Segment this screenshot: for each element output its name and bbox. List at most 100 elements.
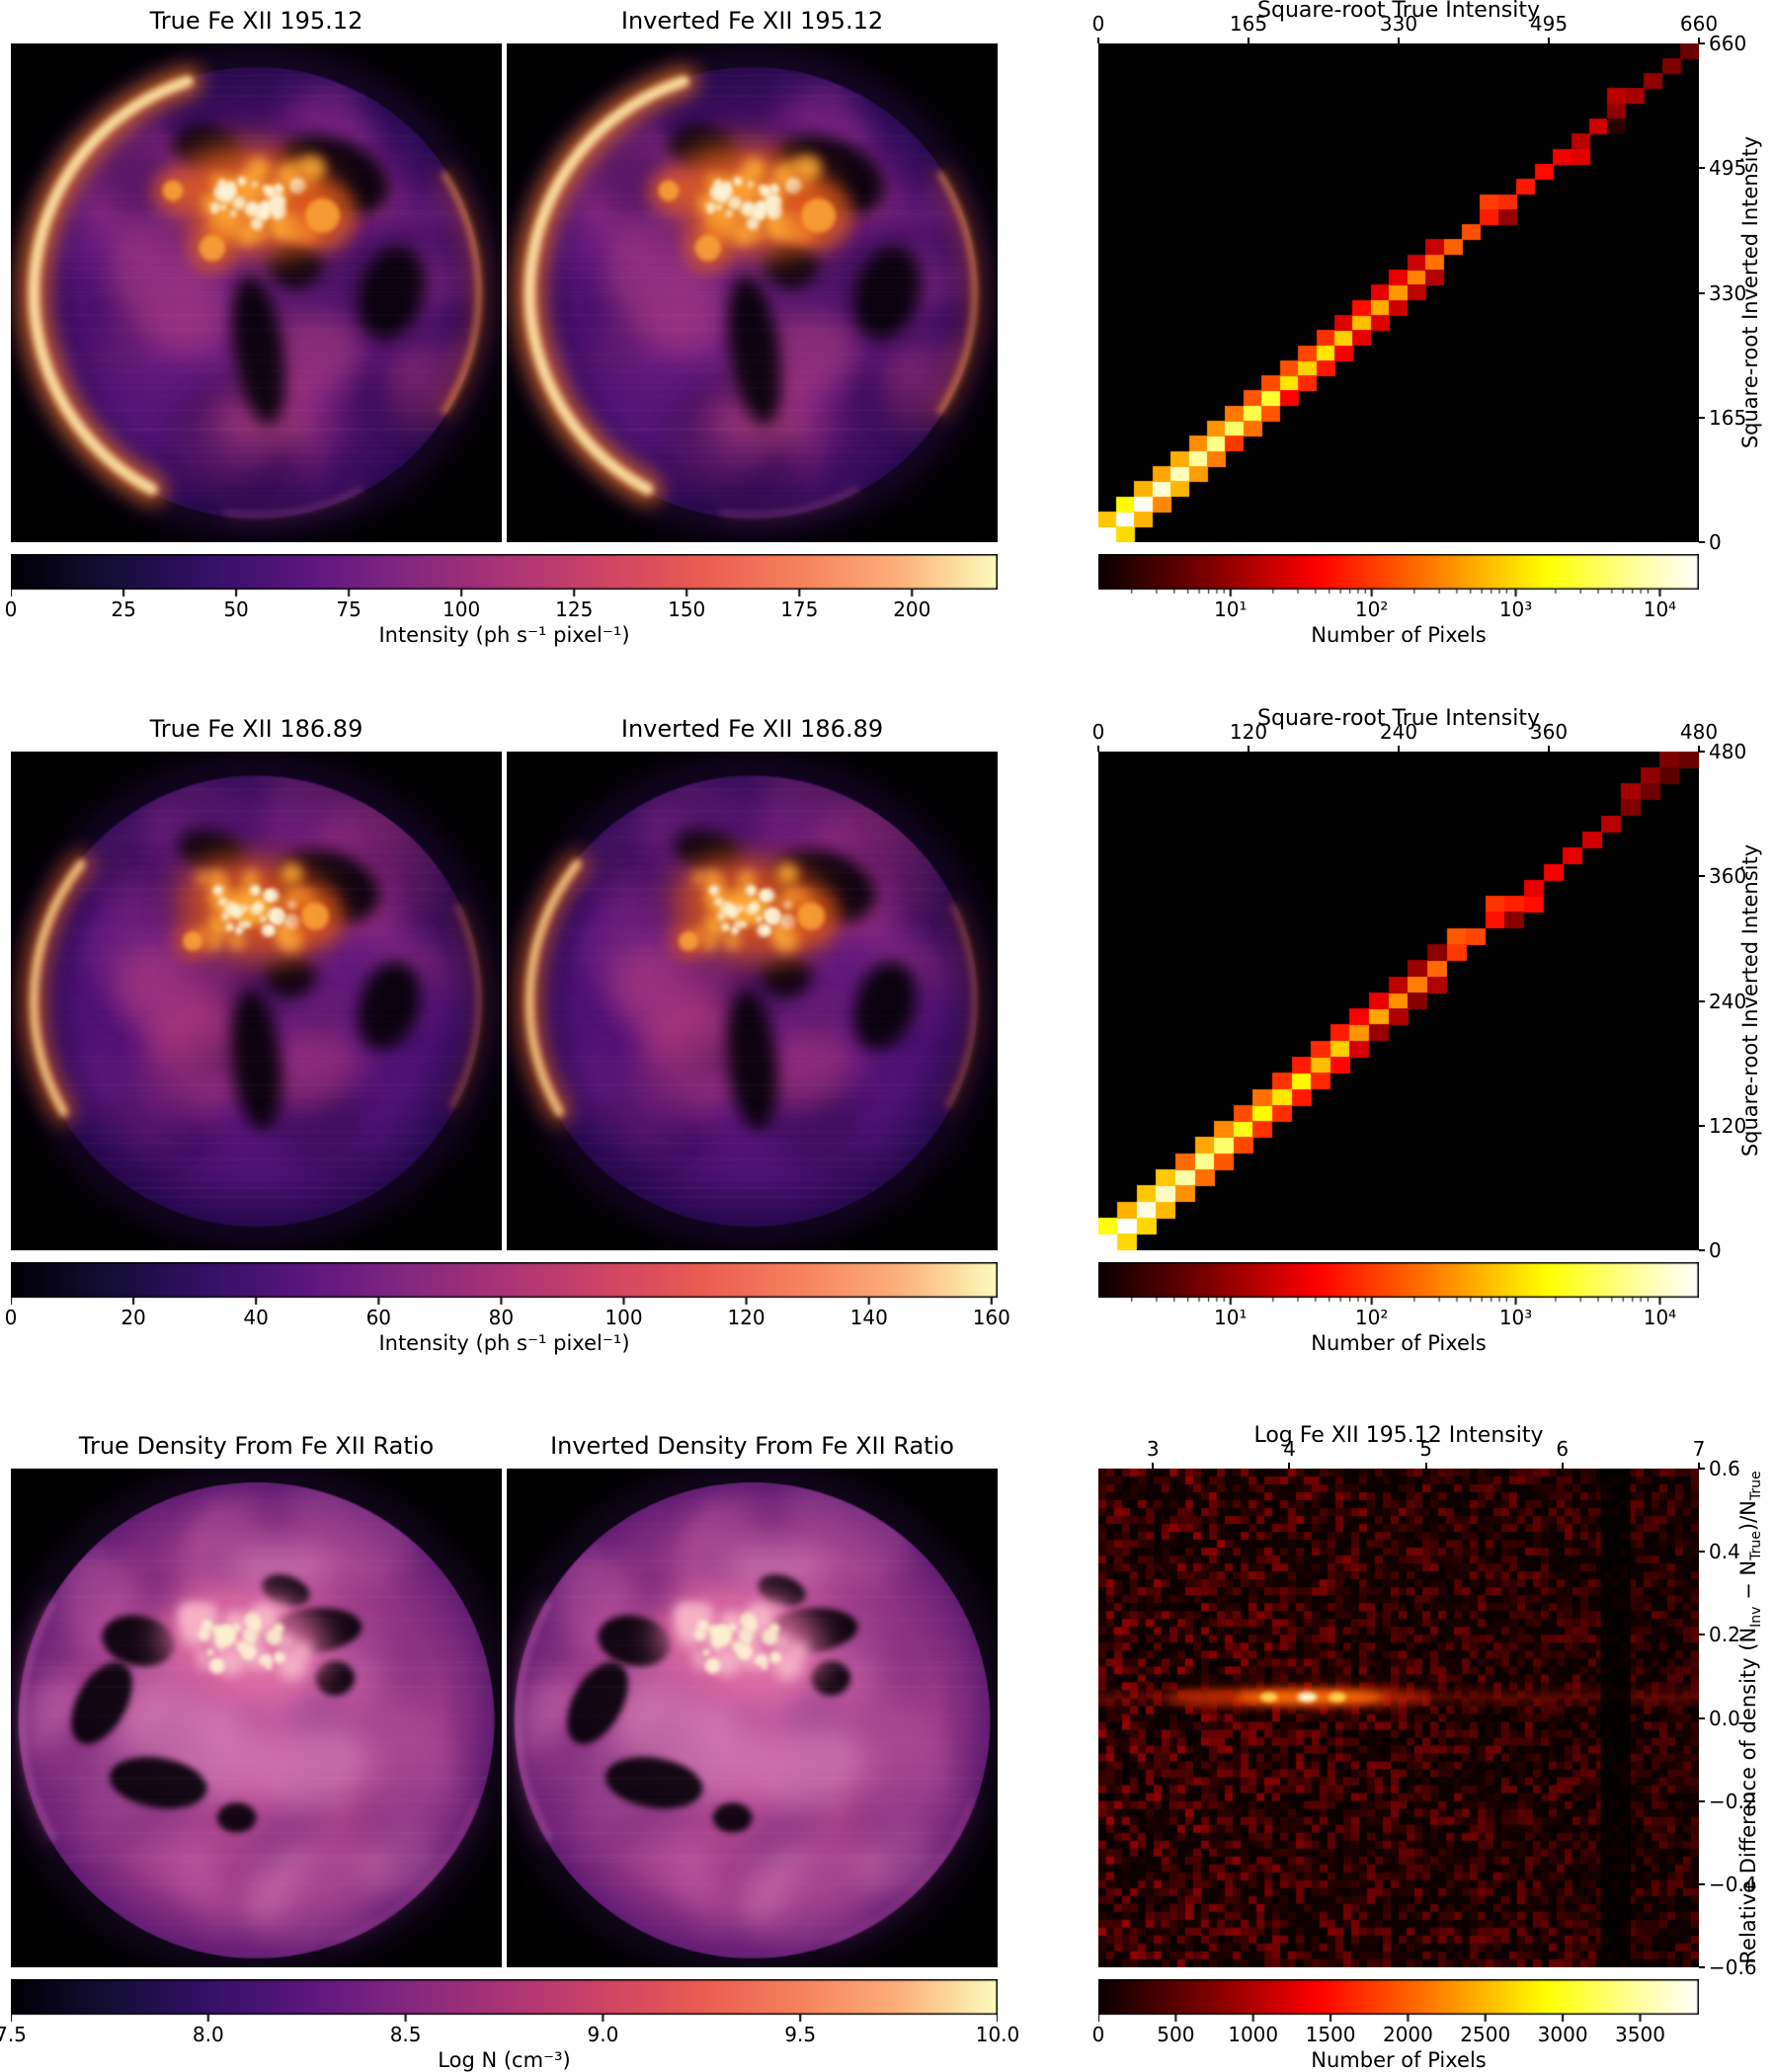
axis-tick-mark xyxy=(1097,746,1099,752)
colorbar-tick-label: 140 xyxy=(849,1306,888,1329)
axis-tick-mark xyxy=(1699,541,1705,543)
hist-top-axis-ticks: 3 4 5 6 7 xyxy=(1098,1437,1705,1469)
density-map-true xyxy=(11,1469,502,1967)
colorbar-tick-label: 10⁴ xyxy=(1643,598,1677,621)
hist-right-axis-label: Relative Difference of density (NInv − N… xyxy=(1735,1471,1765,1964)
hist-top-axis-label: Log Fe XII 195.12 Intensity xyxy=(1253,1423,1544,1448)
axis-tick-mark xyxy=(1424,1463,1427,1469)
axis-tick-mark xyxy=(1699,1799,1705,1802)
colorbar-tick-label: 50 xyxy=(223,598,249,621)
colorbar-tick-label: 120 xyxy=(727,1306,766,1329)
colorbar-tick-label: 60 xyxy=(365,1306,392,1329)
figure-row-density: True Density From Fe XII Ratio Inverted … xyxy=(0,1425,1773,2072)
axis-tick-label: −0.6 xyxy=(1709,1955,1757,1979)
intensity-colorbar xyxy=(11,554,998,598)
colorbar-tick-label: 10⁴ xyxy=(1643,1306,1677,1329)
axis-tick-label: −0.2 xyxy=(1709,1789,1757,1813)
colorbar-tick-label: 7.5 xyxy=(0,2023,27,2046)
axis-tick-label: 0 xyxy=(1091,720,1105,744)
axis-tick-label: 0 xyxy=(1709,530,1722,554)
axis-tick-mark xyxy=(1699,42,1705,44)
axis-tick-mark xyxy=(1699,416,1705,419)
colorbar-tick-label: 2000 xyxy=(1382,2023,1433,2046)
solar-map-true-fe195 xyxy=(11,43,502,542)
hist-top-axis-label: Square-root True Intensity xyxy=(1257,0,1540,23)
colorbar-tick-label: 10.0 xyxy=(975,2023,1020,2046)
axis-tick-label: 0.0 xyxy=(1709,1706,1740,1730)
hist-right-axis-ticks: 0 165 330 495 660 xyxy=(1699,32,1770,554)
colorbar-tick-label: 8.0 xyxy=(192,2023,224,2046)
solar-map-inverted-fe186 xyxy=(507,752,998,1250)
axis-tick-label: 240 xyxy=(1379,720,1418,744)
axis-tick-mark xyxy=(1698,1463,1700,1469)
hist-right-axis-ticks: 0 120 240 360 480 xyxy=(1699,740,1770,1262)
colorbar-tick-label: 100 xyxy=(443,598,481,621)
axis-tick-mark xyxy=(1699,167,1705,170)
hist-right-axis-ticks: 0.6 0.4 0.2 0.0 −0.2 −0.4 −0.6 xyxy=(1699,1457,1770,1979)
colorbar-tick-label: 1000 xyxy=(1228,2023,1279,2046)
axis-tick-label: 0.6 xyxy=(1709,1457,1740,1480)
colorbar-tick-label: 40 xyxy=(243,1306,269,1329)
axis-tick-mark xyxy=(1699,1249,1705,1251)
axis-tick-label: 165 xyxy=(1709,405,1747,430)
axis-tick-label: 0 xyxy=(1709,1238,1722,1262)
colorbar-tick-label: 2500 xyxy=(1460,2023,1511,2046)
axis-tick-mark xyxy=(1699,1551,1705,1554)
colorbar-tick-label: 160 xyxy=(972,1306,1010,1329)
colorbar-tick-label: 175 xyxy=(780,598,819,621)
axis-tick-label: 660 xyxy=(1679,12,1719,36)
density-colorbar-label: Log N (cm⁻³) xyxy=(438,2048,571,2072)
axis-tick-label: 5 xyxy=(1419,1437,1433,1461)
colorbar-tick-label: 3500 xyxy=(1615,2023,1665,2046)
colorbar-tick-label: 0 xyxy=(4,598,18,621)
colorbar-tick-label: 9.0 xyxy=(587,2023,619,2046)
axis-tick-label: 360 xyxy=(1709,864,1747,889)
axis-tick-label: 165 xyxy=(1229,12,1268,36)
axis-tick-label: 660 xyxy=(1709,32,1747,55)
colorbar-tick-label: 0 xyxy=(1091,2023,1105,2046)
colorbar-tick-label: 10³ xyxy=(1498,598,1533,621)
pixel-count-colorbar xyxy=(1098,1979,1699,2023)
axis-tick-mark xyxy=(1548,38,1550,43)
axis-tick-label: 330 xyxy=(1379,12,1418,36)
axis-tick-label: 120 xyxy=(1709,1113,1747,1138)
pixel-count-colorbar-label: Number of Pixels xyxy=(1311,1331,1487,1355)
hist-top-axis-label: Square-root True Intensity xyxy=(1257,706,1540,731)
axis-tick-label: 480 xyxy=(1709,740,1747,763)
panel-title-true-fe186: True Fe XII 186.89 xyxy=(149,715,363,743)
colorbar-tick-label: 1500 xyxy=(1305,2023,1356,2046)
axis-tick-label: 0.4 xyxy=(1709,1540,1740,1564)
axis-tick-mark xyxy=(1698,38,1700,43)
density-colorbar-ticks: 7.5 8.0 8.5 9.0 9.5 10.0 xyxy=(0,2023,1019,2046)
colorbar-tick-label: 8.5 xyxy=(389,2023,422,2046)
pixel-count-colorbar-ticks: 0 500 1000 1500 2000 2500 3000 3500 xyxy=(1092,2023,1699,2046)
axis-tick-mark xyxy=(1248,38,1249,43)
pixel-count-colorbar-ticks: 10¹ 10² 10³ 10⁴ xyxy=(1098,1306,1699,1329)
axis-tick-mark xyxy=(1698,746,1700,752)
solar-map-inverted-fe195 xyxy=(507,43,998,542)
panel-title-inverted-fe195: Inverted Fe XII 195.12 xyxy=(620,7,884,35)
axis-tick-mark xyxy=(1561,1463,1564,1469)
colorbar-tick-label: 10¹ xyxy=(1214,1306,1248,1329)
axis-tick-label: 4 xyxy=(1283,1437,1296,1461)
colorbar-tick-label: 0 xyxy=(4,1306,18,1329)
colorbar-tick-label: 80 xyxy=(488,1306,515,1329)
axis-tick-mark xyxy=(1699,999,1705,1002)
hist-top-axis-ticks: 0 120 240 360 480 xyxy=(1092,720,1718,752)
colorbar-tick-label: 500 xyxy=(1157,2023,1195,2046)
colorbar-tick-label: 25 xyxy=(111,598,136,621)
pixel-count-colorbar-ticks: 10¹ 10² 10³ 10⁴ xyxy=(1098,598,1699,621)
axis-tick-mark xyxy=(1398,38,1400,43)
axis-tick-mark xyxy=(1699,1716,1705,1719)
axis-tick-label: 0.2 xyxy=(1709,1623,1740,1647)
intensity-colorbar xyxy=(11,1262,998,1306)
colorbar-tick-label: 9.5 xyxy=(784,2023,817,2046)
pixel-count-colorbar-label: Number of Pixels xyxy=(1311,2048,1487,2072)
axis-tick-mark xyxy=(1288,1463,1291,1469)
colorbar-tick-label: 10¹ xyxy=(1214,598,1248,621)
panel-title-true-fe195: True Fe XII 195.12 xyxy=(149,7,363,35)
axis-tick-label: 7 xyxy=(1692,1437,1706,1461)
axis-tick-label: 495 xyxy=(1529,12,1569,36)
colorbar-tick-label: 3000 xyxy=(1537,2023,1588,2046)
